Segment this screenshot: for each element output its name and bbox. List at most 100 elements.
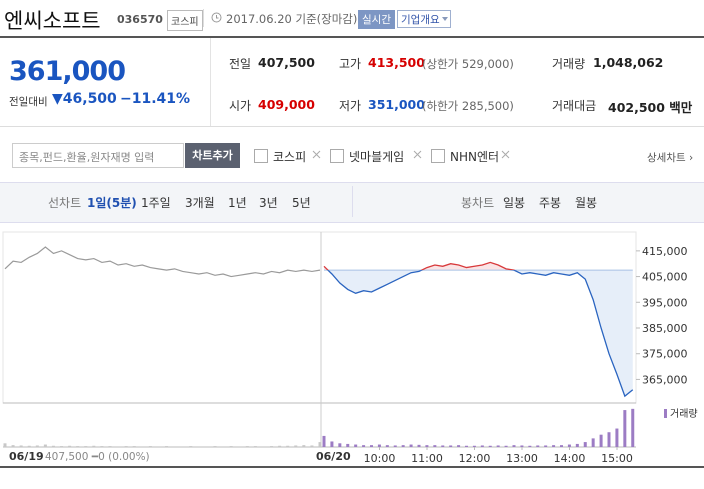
volume-bar xyxy=(377,444,381,447)
checkbox[interactable] xyxy=(330,149,344,163)
volume-bar xyxy=(488,445,492,447)
tab[interactable]: 1년 xyxy=(228,196,247,210)
volume-bar xyxy=(322,435,326,447)
prev-day-line xyxy=(4,246,321,278)
volume-bar xyxy=(623,410,627,447)
tab[interactable]: 1일(5분) xyxy=(87,196,137,210)
volume-bar xyxy=(433,445,437,447)
volume-bar xyxy=(51,445,55,447)
volume-bar xyxy=(116,446,120,447)
x-tick-label: 10:00 xyxy=(364,452,396,465)
summary-label: 고가 xyxy=(339,57,362,71)
summary-value: 1,048,062 xyxy=(593,55,664,70)
volume-bar xyxy=(253,446,257,447)
legend-label: 거래량 xyxy=(670,408,698,420)
plot-frame xyxy=(2,231,637,404)
today-line-down xyxy=(327,270,634,398)
summary-note: (상한가 529,000) xyxy=(422,57,514,71)
volume-bar xyxy=(520,445,524,447)
summary-value: 409,000 xyxy=(258,97,315,112)
volume-bar xyxy=(457,445,461,447)
tab-group-label: 선차트 xyxy=(48,196,82,210)
change-label: 전일대비 xyxy=(9,96,48,108)
remove-icon[interactable] xyxy=(312,150,321,159)
x-tick-label: 13:00 xyxy=(506,452,538,465)
volume-bar xyxy=(370,445,373,447)
tab[interactable]: 3년 xyxy=(259,196,278,210)
search-input[interactable]: 종목,펀드,환율,원자재명 입력 xyxy=(12,143,184,168)
volume-bar xyxy=(409,444,413,447)
y-tick-label: 365,000 xyxy=(642,373,688,386)
volume-bar xyxy=(536,445,540,447)
realtime-badge[interactable]: 실시간 xyxy=(358,10,395,29)
x-tick-label: 11:00 xyxy=(411,452,443,465)
remove-icon[interactable] xyxy=(413,150,422,159)
compare-item: NHN엔터 xyxy=(450,150,500,164)
company-info-button[interactable]: 기업개요 xyxy=(397,10,451,28)
divider xyxy=(352,186,353,217)
volume-bar xyxy=(35,445,39,447)
volume-bar xyxy=(599,434,603,447)
market-badge: 코스피 xyxy=(167,10,203,31)
header-rule xyxy=(0,36,704,38)
volume-bar xyxy=(270,446,274,447)
summary-label: 시가 xyxy=(229,99,252,113)
volume-bar xyxy=(385,445,389,447)
volume-bar xyxy=(607,432,611,447)
checkbox[interactable] xyxy=(431,149,445,163)
tab[interactable]: 3개월 xyxy=(185,196,215,210)
compare-item: 넷마블게임 xyxy=(349,150,405,164)
remove-icon[interactable] xyxy=(501,150,510,159)
summary-value: 407,500 xyxy=(258,55,315,70)
volume-bar xyxy=(11,445,15,447)
volume-bar xyxy=(92,445,96,447)
volume-bar xyxy=(417,444,421,447)
divider xyxy=(203,9,204,27)
volume-bar xyxy=(302,445,306,447)
divider xyxy=(210,38,211,126)
volume-bar xyxy=(362,445,366,447)
volume-bar xyxy=(261,446,265,447)
summary-value: 402,500 백만 xyxy=(608,100,693,115)
volume-bar xyxy=(213,446,217,447)
tab[interactable]: 일봉 xyxy=(503,196,526,210)
checkbox[interactable] xyxy=(254,149,268,163)
volume-bar xyxy=(205,446,209,447)
volume-bar xyxy=(512,445,516,447)
volume-bar xyxy=(189,446,193,447)
change-rate: −11.41% xyxy=(120,91,191,107)
summary-note: (하한가 285,500) xyxy=(422,99,514,113)
volume-bar xyxy=(132,446,136,447)
tab[interactable]: 1주일 xyxy=(141,196,171,210)
y-tick-label: 375,000 xyxy=(642,348,688,361)
tab[interactable]: 5년 xyxy=(292,196,311,210)
volume-bar xyxy=(294,445,298,447)
volume-bar xyxy=(27,445,31,447)
volume-bar xyxy=(504,445,508,447)
volume-bar xyxy=(173,446,177,447)
volume-bar xyxy=(552,445,556,447)
detail-chart-link[interactable]: 상세차트 › xyxy=(647,152,694,164)
x-tick-label: 15:00 xyxy=(601,452,633,465)
tab[interactable]: 주봉 xyxy=(539,196,562,210)
stock-code: 036570 xyxy=(117,13,163,26)
tab[interactable]: 월봉 xyxy=(575,196,598,210)
summary-value: 413,500 xyxy=(368,55,425,70)
company-info-label: 기업개요 xyxy=(401,14,440,26)
volume-bar xyxy=(68,445,72,447)
summary-value: 351,000 xyxy=(368,97,425,112)
search-placeholder: 종목,펀드,환율,원자재명 입력 xyxy=(19,151,155,164)
add-chart-button[interactable]: 차트추가 xyxy=(185,143,240,168)
volume-bar xyxy=(338,443,342,447)
volume-bar xyxy=(318,442,322,447)
volume-bar xyxy=(148,446,152,447)
y-tick-label: 405,000 xyxy=(642,271,688,284)
rule xyxy=(0,126,704,127)
volume-bar xyxy=(631,408,635,447)
volume-bar xyxy=(124,446,128,447)
volume-bar xyxy=(286,445,290,447)
change: ▼46,500 xyxy=(52,91,117,107)
y-tick-label: 395,000 xyxy=(642,296,688,309)
